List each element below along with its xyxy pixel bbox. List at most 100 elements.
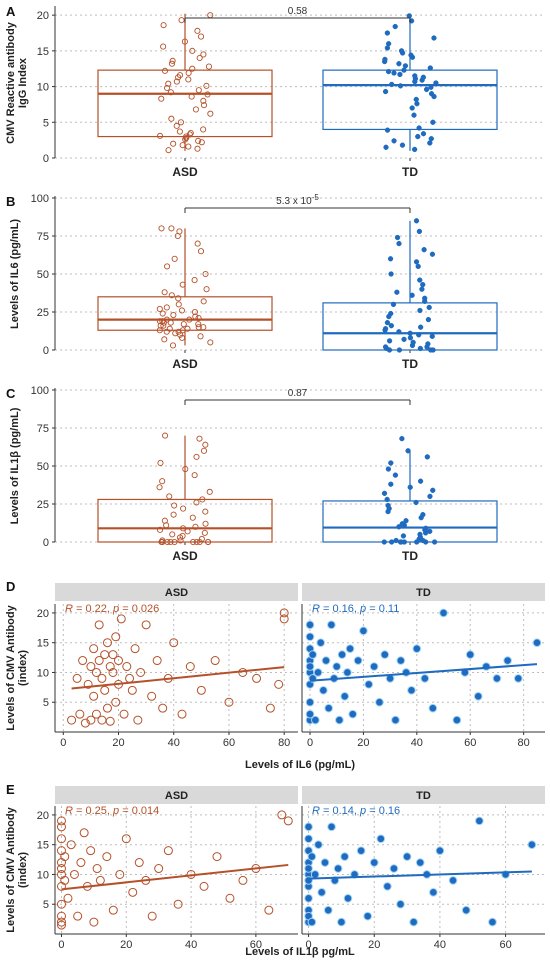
- data-point: [397, 71, 403, 78]
- data-point: [427, 493, 433, 500]
- data-point: [430, 119, 436, 125]
- data-point: [102, 638, 112, 648]
- data-point: [385, 68, 392, 75]
- x-tick-label: 60: [499, 939, 511, 951]
- data-point: [382, 56, 388, 63]
- correlation-label: R = 0.14, p = 0.16: [312, 805, 400, 817]
- facet-asd: ASD 0 20 40 60 R = 0.25, p = 0.014: [54, 786, 298, 951]
- data-point: [185, 662, 195, 672]
- x-tick-label: 40: [185, 939, 197, 951]
- data-point: [279, 614, 289, 624]
- box-iqr: [97, 69, 273, 138]
- data-point: [164, 263, 171, 270]
- data-point: [397, 83, 404, 89]
- data-point: [75, 709, 85, 719]
- data-point: [86, 662, 96, 672]
- data-point: [188, 93, 195, 100]
- facet-strip: [55, 583, 298, 601]
- y-tick-label: 75: [37, 423, 49, 435]
- data-point: [128, 887, 138, 897]
- data-point: [405, 448, 411, 454]
- data-point: [182, 136, 189, 143]
- data-point: [168, 60, 175, 67]
- correlation-text-part: ,: [354, 805, 360, 817]
- correlation-label: R = 0.22, p = 0.026: [65, 603, 159, 615]
- data-point: [337, 917, 346, 927]
- data-point: [180, 321, 187, 328]
- data-point: [264, 905, 274, 915]
- p-value-text: 0.87: [288, 388, 308, 399]
- data-point: [158, 95, 165, 102]
- data-point: [178, 17, 185, 24]
- data-point: [89, 917, 99, 927]
- data-point: [403, 518, 409, 524]
- y-tick-label: 10: [37, 82, 49, 94]
- facet-title: TD: [416, 587, 431, 599]
- data-point: [170, 511, 177, 518]
- data-point: [327, 620, 336, 630]
- data-point: [401, 336, 407, 343]
- data-point: [385, 41, 392, 47]
- data-point: [130, 644, 140, 654]
- category-label: TD: [402, 357, 418, 371]
- x-tick-label: 20: [368, 939, 380, 951]
- data-point: [394, 234, 401, 241]
- data-point: [171, 502, 178, 509]
- correlation-text-part: =: [73, 805, 86, 817]
- data-point: [203, 82, 210, 89]
- facet-title: ASD: [165, 790, 188, 802]
- data-point: [409, 105, 415, 111]
- correlation-text-part: ,: [107, 805, 113, 817]
- correlation-R-value: 0.22: [86, 603, 107, 615]
- x-tick-label: 60: [223, 737, 235, 749]
- panel-letter: C: [6, 386, 16, 401]
- data-point: [411, 112, 417, 118]
- panel-letter: A: [6, 4, 16, 19]
- data-point: [431, 539, 438, 545]
- data-point: [56, 920, 66, 930]
- data-point: [170, 311, 177, 319]
- data-point: [159, 310, 166, 317]
- data-point: [156, 318, 163, 325]
- data-point: [160, 43, 167, 50]
- data-point: [175, 301, 182, 308]
- data-point: [417, 307, 423, 314]
- correlation-text-part: p: [112, 805, 119, 817]
- data-point: [353, 656, 363, 665]
- data-point: [111, 632, 121, 642]
- data-point: [108, 905, 118, 915]
- correlation-text-part: =: [320, 805, 333, 817]
- correlation-text-part: p: [359, 603, 366, 615]
- data-point: [169, 342, 177, 349]
- data-point: [388, 481, 394, 487]
- y-tick-label: 0: [43, 537, 49, 549]
- y-axis-label: CMV Reactive antibody: [5, 21, 17, 144]
- correlation-text-part: p: [359, 805, 366, 817]
- data-point: [165, 147, 172, 154]
- data-point: [108, 667, 118, 677]
- data-point: [205, 63, 213, 70]
- data-point: [200, 97, 207, 104]
- data-point: [407, 335, 414, 341]
- data-point: [304, 834, 313, 844]
- data-point: [465, 650, 475, 659]
- data-point: [161, 517, 168, 524]
- x-tick-label: 80: [518, 737, 530, 749]
- data-point: [166, 325, 173, 332]
- correlation-R-value: 0.16: [333, 603, 354, 615]
- data-point: [200, 126, 207, 133]
- data-point: [429, 251, 436, 257]
- data-point: [163, 328, 170, 335]
- data-point: [425, 316, 432, 323]
- data-point: [97, 715, 107, 725]
- correlation-text-part: R: [65, 805, 73, 817]
- data-point: [420, 511, 426, 518]
- data-point: [274, 679, 284, 689]
- data-point: [176, 228, 183, 235]
- data-point: [305, 632, 315, 642]
- data-point: [193, 499, 200, 506]
- data-point: [63, 893, 73, 903]
- x-axis-label: Levels of IL6 (pg/mL): [245, 759, 355, 771]
- data-point: [185, 76, 192, 83]
- facet-strip: [302, 583, 545, 601]
